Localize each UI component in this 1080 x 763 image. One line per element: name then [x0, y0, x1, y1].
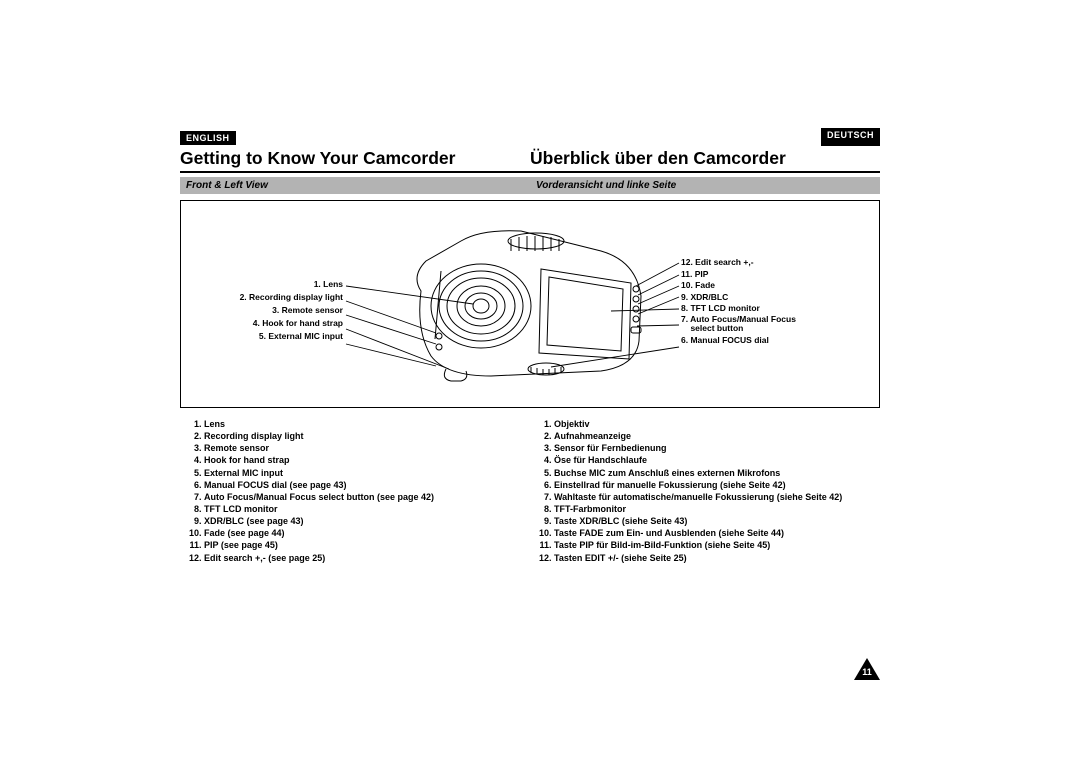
subhead-row: Front & Left View Vorderansicht und link… — [180, 177, 880, 194]
label-xdr-blc: 9. XDR/BLC — [681, 292, 796, 302]
list-item: Auto Focus/Manual Focus select button (s… — [204, 491, 530, 503]
label-ext-mic: 5. External MIC input — [193, 331, 343, 341]
list-item: Edit search +,- (see page 25) — [204, 552, 530, 564]
list-deutsch: Objektiv Aufnahmeanzeige Sensor für Fern… — [530, 418, 880, 564]
list-item: XDR/BLC (see page 43) — [204, 515, 530, 527]
list-item: Sensor für Fernbedienung — [554, 442, 880, 454]
list-item: Tasten EDIT +/- (siehe Seite 25) — [554, 552, 880, 564]
list-item: PIP (see page 45) — [204, 539, 530, 551]
subhead-deutsch: Vorderansicht und linke Seite — [530, 177, 880, 194]
lang-left-wrap: ENGLISH — [180, 128, 530, 146]
camcorder-illustration-icon — [391, 221, 661, 391]
label-remote-sensor: 3. Remote sensor — [193, 305, 343, 315]
list-item: Einstellrad für manuelle Fokussierung (s… — [554, 479, 880, 491]
list-item: Recording display light — [204, 430, 530, 442]
title-deutsch: Überblick über den Camcorder — [530, 148, 880, 169]
list-item: Remote sensor — [204, 442, 530, 454]
list-item: Taste FADE zum Ein- und Ausblenden (sieh… — [554, 527, 880, 539]
label-manual-focus-dial: 6. Manual FOCUS dial — [681, 335, 796, 345]
diagram-labels-right: 12. Edit search +,- 11. PIP 10. Fade 9. … — [681, 257, 796, 346]
list-item: TFT LCD monitor — [204, 503, 530, 515]
subhead-english: Front & Left View — [180, 177, 530, 194]
list-item: TFT-Farbmonitor — [554, 503, 880, 515]
label-edit-search: 12. Edit search +,- — [681, 257, 796, 267]
label-hook-strap: 4. Hook for hand strap — [193, 318, 343, 328]
title-english: Getting to Know Your Camcorder — [180, 148, 530, 169]
label-tft-lcd: 8. TFT LCD monitor — [681, 303, 796, 313]
label-fade: 10. Fade — [681, 280, 796, 290]
label-pip: 11. PIP — [681, 269, 796, 279]
list-item: Taste PIP für Bild-im-Bild-Funktion (sie… — [554, 539, 880, 551]
list-item: Hook for hand strap — [204, 454, 530, 466]
lists-row: Lens Recording display light Remote sens… — [180, 418, 880, 564]
diagram-labels-left: 1. Lens 2. Recording display light 3. Re… — [193, 279, 343, 344]
language-tag-deutsch: DEUTSCH — [821, 128, 880, 146]
title-row: Getting to Know Your Camcorder Überblick… — [180, 148, 880, 173]
list-item: Aufnahmeanzeige — [554, 430, 880, 442]
manual-page: ENGLISH DEUTSCH Getting to Know Your Cam… — [180, 128, 880, 564]
list-item: Lens — [204, 418, 530, 430]
language-tag-english: ENGLISH — [180, 131, 236, 145]
list-item: Fade (see page 44) — [204, 527, 530, 539]
list-item: Taste XDR/BLC (siehe Seite 43) — [554, 515, 880, 527]
list-item: External MIC input — [204, 467, 530, 479]
list-item: Objektiv — [554, 418, 880, 430]
diagram-frame: 1. Lens 2. Recording display light 3. Re… — [180, 200, 880, 408]
page-number: 11 — [862, 667, 872, 677]
label-af-mf: 7. Auto Focus/Manual Focus select button — [681, 315, 796, 334]
list-english: Lens Recording display light Remote sens… — [180, 418, 530, 564]
page-number-badge: 11 — [854, 658, 880, 680]
list-item: Buchse MIC zum Anschluß eines externen M… — [554, 467, 880, 479]
label-lens: 1. Lens — [193, 279, 343, 289]
list-item: Wahltaste für automatische/manuelle Foku… — [554, 491, 880, 503]
list-item: Manual FOCUS dial (see page 43) — [204, 479, 530, 491]
lang-right-wrap: DEUTSCH — [530, 128, 880, 146]
list-item: Öse für Handschlaufe — [554, 454, 880, 466]
language-tags-row: ENGLISH DEUTSCH — [180, 128, 880, 146]
label-rec-light: 2. Recording display light — [193, 292, 343, 302]
